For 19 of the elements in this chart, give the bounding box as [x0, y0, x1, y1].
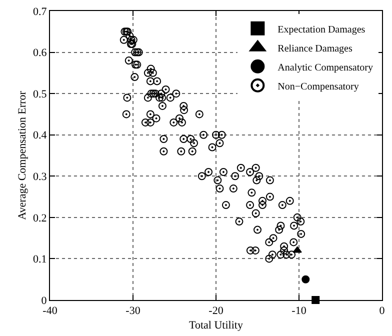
x-tick-label: -20	[208, 305, 224, 318]
legend-label: Analytic Compensatory	[278, 62, 373, 74]
y-axis-title: Average Compensation Error	[16, 90, 29, 220]
y-tick-label: 0.3	[33, 170, 48, 183]
y-tick-label: 0.1	[33, 254, 47, 266]
x-tick-label: 0	[379, 305, 386, 318]
legend-label: Reliance Damages	[278, 43, 352, 54]
x-tick-label: -40	[42, 305, 58, 318]
legend-label: Expectation Damages	[278, 24, 366, 36]
legend-label: Non−Compensatory	[278, 81, 359, 92]
x-tick-label: -30	[126, 305, 141, 318]
x-tick-label: -10	[292, 305, 307, 318]
y-tick-label: 0.4	[33, 130, 48, 142]
y-tick-label: 0.5	[33, 88, 48, 100]
y-tick-label: 0.6	[33, 47, 48, 60]
x-axis-title: Total Utility	[189, 319, 244, 332]
y-tick-label: 0.2	[33, 212, 47, 224]
y-tick-label: 0	[41, 294, 48, 307]
y-tick-label: 0.7	[33, 6, 48, 18]
